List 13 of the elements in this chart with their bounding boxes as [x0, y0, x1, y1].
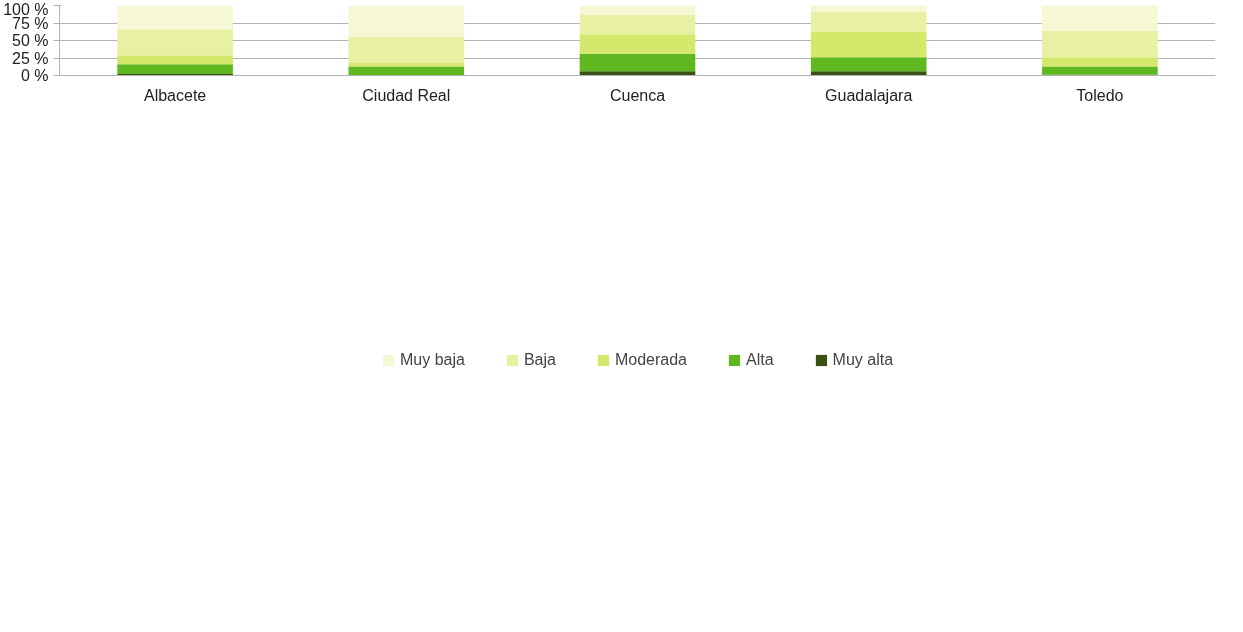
y-tick-label: 50 % — [12, 32, 49, 49]
x-tick-label: Guadalajara — [825, 86, 913, 104]
legend-label: Alta — [745, 351, 774, 369]
y-tick-label: 25 % — [12, 49, 49, 67]
x-tick-label: Albacete — [143, 86, 207, 104]
x-tick-label: Ciudad Real — [362, 86, 451, 104]
legend-label: Baja — [523, 351, 556, 369]
x-tick-label: Toledo — [1076, 86, 1124, 104]
x-tick-label: Cuenca — [609, 86, 666, 104]
legend-label: Moderada — [614, 351, 687, 369]
y-tick-label: 0 % — [20, 67, 49, 84]
legend-label: Muy baja — [399, 351, 465, 369]
legend-label: Muy alta — [832, 351, 894, 369]
